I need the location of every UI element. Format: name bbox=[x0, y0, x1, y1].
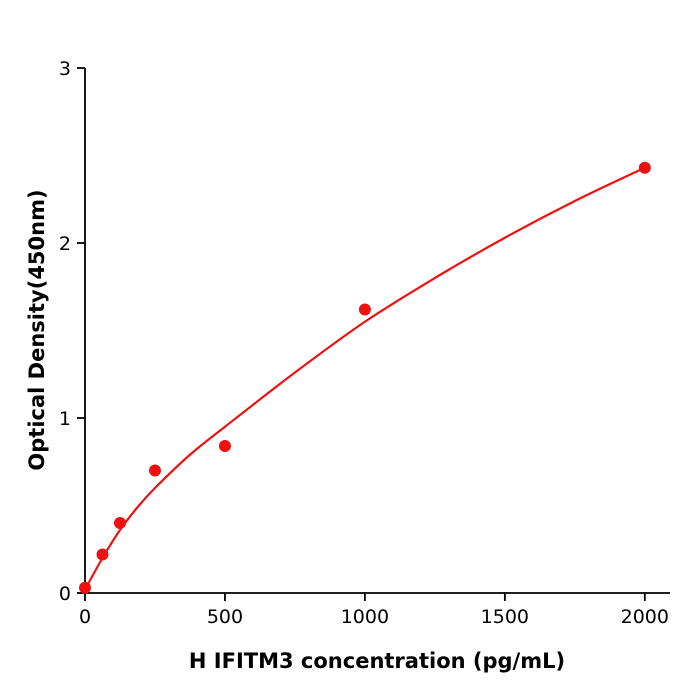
data-point bbox=[358, 303, 371, 316]
y-tick-label: 1 bbox=[59, 408, 71, 430]
y-axis-label: Optical Density(450nm) bbox=[25, 189, 49, 470]
y-tick-label: 0 bbox=[59, 583, 71, 605]
x-tick-label: 0 bbox=[79, 606, 91, 628]
fit-curve bbox=[83, 166, 646, 591]
axes-layer: 0 500 1000 1500 2000 0 1 2 3 bbox=[59, 58, 670, 628]
x-tick-label: 2000 bbox=[621, 606, 669, 628]
data-point bbox=[148, 464, 161, 477]
x-tick-label: 500 bbox=[207, 606, 243, 628]
y-tick-label: 3 bbox=[59, 58, 71, 80]
x-tick-label: 1500 bbox=[481, 606, 529, 628]
x-tick-label: 1000 bbox=[341, 606, 389, 628]
y-tick-label: 2 bbox=[59, 233, 71, 255]
plot-layer bbox=[79, 161, 651, 594]
data-point bbox=[218, 440, 231, 452]
x-axis-label: H IFITM3 concentration (pg/mL) bbox=[189, 649, 565, 673]
